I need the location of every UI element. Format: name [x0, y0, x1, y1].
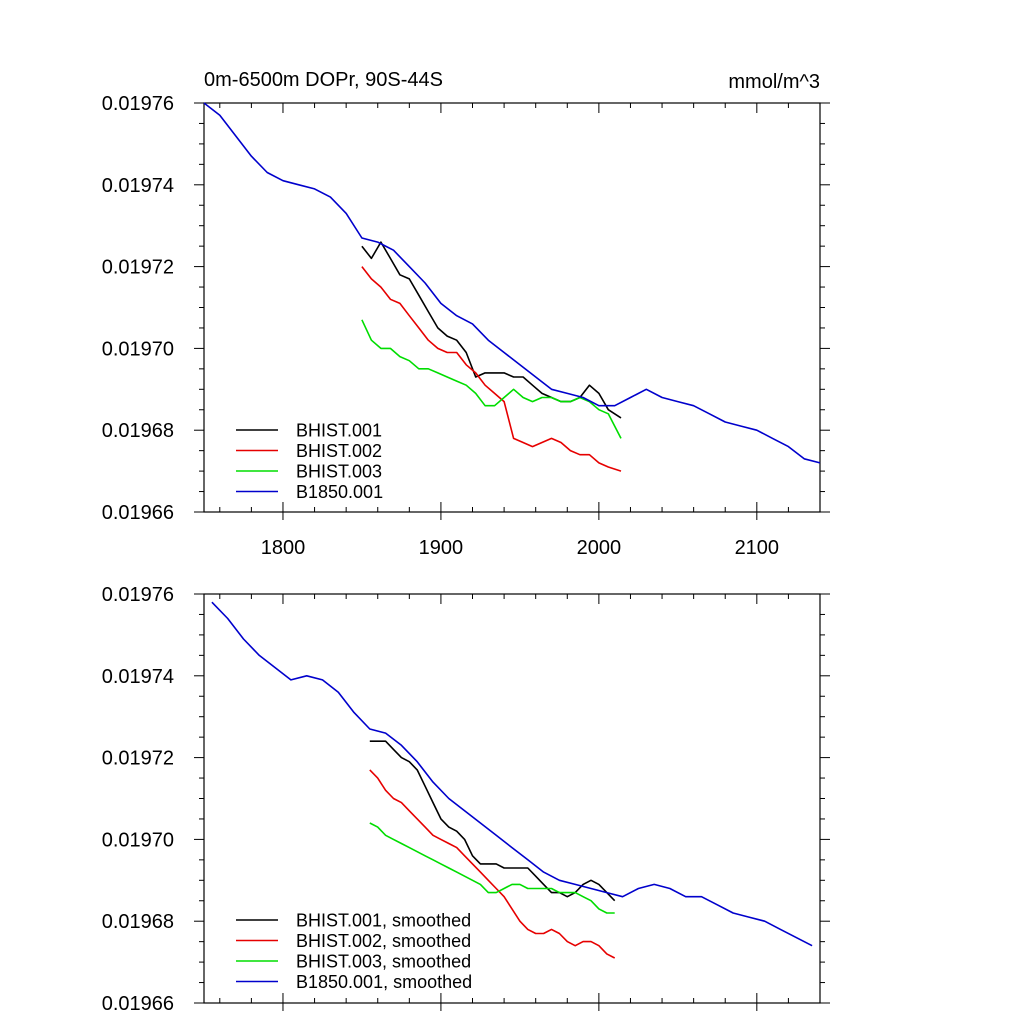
panel1-units: mmol/m^3 [728, 71, 820, 93]
legend-label: B1850.001 [296, 482, 383, 502]
series-line-2 [369, 769, 616, 959]
y-tick-label: 0.01972 [102, 257, 174, 279]
x-tick-label: 2100 [735, 537, 780, 559]
y-tick-label: 0.01976 [102, 584, 174, 606]
series-line-4 [211, 601, 813, 947]
chart-panel-1: 1800 1900 2000 2100 0.01966 0.01968 0.01970 0.0… [102, 93, 830, 559]
series-line-1 [369, 740, 616, 902]
panel1-title: 0m-6500m DOPr, 90S-44S [204, 69, 443, 91]
legend-label: BHIST.003 [296, 462, 382, 482]
series-line-3 [361, 319, 622, 439]
y-tick-label: 0.01976 [102, 93, 174, 115]
x-tick-label: 1900 [419, 537, 464, 559]
y-tick-label: 0.01966 [102, 502, 174, 524]
legend-label: BHIST.002 [296, 441, 382, 461]
series-line-3 [369, 822, 615, 914]
legend-label: BHIST.003, smoothed [296, 952, 471, 972]
chart-panel-2: 0.01966 0.01968 0.01970 0.01972 0.01974 0.019… [102, 584, 830, 1015]
legend-label: B1850.001, smoothed [296, 972, 472, 992]
series-line-2 [361, 266, 622, 472]
y-tick-label: 0.01972 [102, 748, 174, 770]
y-tick-label: 0.01968 [102, 420, 174, 442]
y-tick-label: 0.01966 [102, 993, 174, 1015]
y-tick-label: 0.01974 [102, 666, 174, 688]
series-line-4 [203, 102, 821, 464]
y-tick-label: 0.01974 [102, 175, 174, 197]
y-tick-label: 0.01970 [102, 829, 174, 851]
legend-label: BHIST.002, smoothed [296, 931, 471, 951]
x-tick-label: 1800 [261, 537, 306, 559]
y-tick-label: 0.01968 [102, 911, 174, 933]
x-tick-label: 2000 [577, 537, 622, 559]
legend-label: BHIST.001, smoothed [296, 911, 471, 931]
legend-label: BHIST.001 [296, 421, 382, 441]
y-tick-label: 0.01970 [102, 338, 174, 360]
